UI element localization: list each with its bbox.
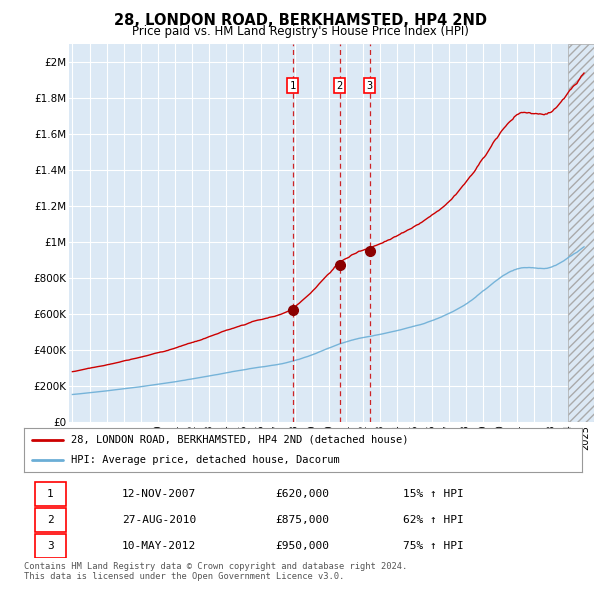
Text: 2: 2 — [47, 515, 54, 525]
Text: 15% ↑ HPI: 15% ↑ HPI — [403, 489, 464, 499]
Text: 3: 3 — [367, 81, 373, 91]
Text: £950,000: £950,000 — [275, 542, 329, 552]
Text: 62% ↑ HPI: 62% ↑ HPI — [403, 515, 464, 525]
Text: 1: 1 — [47, 489, 54, 499]
FancyBboxPatch shape — [35, 508, 66, 532]
Text: 1: 1 — [289, 81, 296, 91]
Text: Contains HM Land Registry data © Crown copyright and database right 2024.
This d: Contains HM Land Registry data © Crown c… — [24, 562, 407, 581]
Text: 3: 3 — [47, 542, 54, 552]
Text: HPI: Average price, detached house, Dacorum: HPI: Average price, detached house, Daco… — [71, 455, 340, 465]
FancyBboxPatch shape — [35, 482, 66, 506]
Text: 10-MAY-2012: 10-MAY-2012 — [122, 542, 196, 552]
Bar — [568, 44, 594, 422]
Text: 12-NOV-2007: 12-NOV-2007 — [122, 489, 196, 499]
Text: Price paid vs. HM Land Registry's House Price Index (HPI): Price paid vs. HM Land Registry's House … — [131, 25, 469, 38]
Text: 2: 2 — [337, 81, 343, 91]
FancyBboxPatch shape — [35, 535, 66, 558]
Text: 27-AUG-2010: 27-AUG-2010 — [122, 515, 196, 525]
Text: £620,000: £620,000 — [275, 489, 329, 499]
Text: £875,000: £875,000 — [275, 515, 329, 525]
Bar — [568, 44, 594, 422]
Text: 28, LONDON ROAD, BERKHAMSTED, HP4 2ND (detached house): 28, LONDON ROAD, BERKHAMSTED, HP4 2ND (d… — [71, 435, 409, 445]
Text: 75% ↑ HPI: 75% ↑ HPI — [403, 542, 464, 552]
Text: 28, LONDON ROAD, BERKHAMSTED, HP4 2ND: 28, LONDON ROAD, BERKHAMSTED, HP4 2ND — [113, 13, 487, 28]
